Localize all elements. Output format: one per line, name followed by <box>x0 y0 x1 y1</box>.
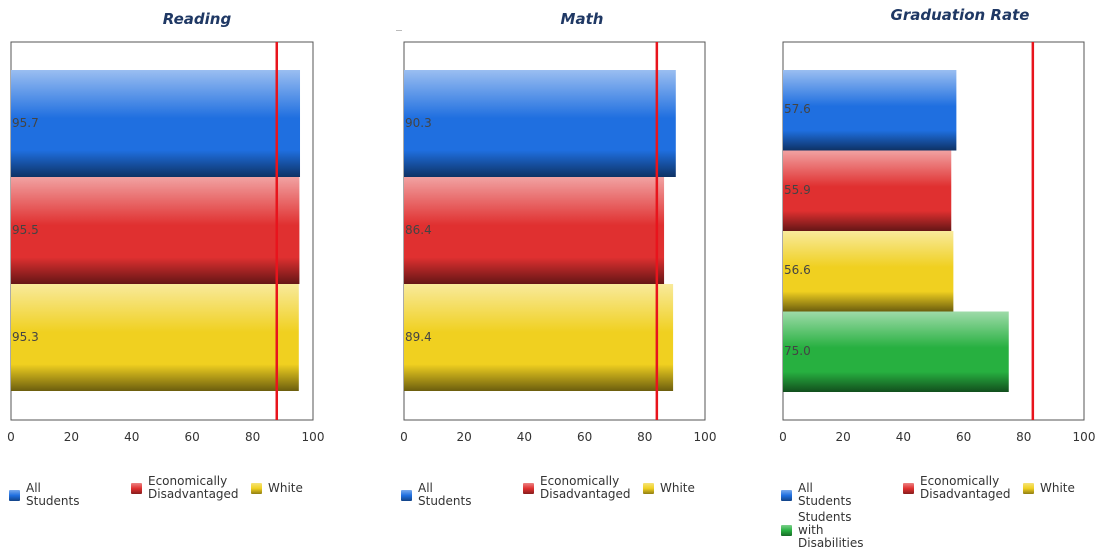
legend-item-white: White <box>1023 482 1075 495</box>
legend-swatch <box>251 483 262 494</box>
legend-swatch <box>781 525 792 536</box>
value-label-all-students: 95.7 <box>12 115 39 130</box>
legend-item-all-students: All Students <box>9 481 80 508</box>
legend-label: All Students <box>798 481 852 508</box>
bar-economically-disadvantaged <box>404 177 665 284</box>
x-tick-label: 0 <box>400 430 408 444</box>
x-tick-label: 80 <box>1016 430 1032 444</box>
legend-item-economically-disadvantaged: Economically Disadvantaged <box>903 475 1011 501</box>
value-label-white: 56.6 <box>784 263 811 278</box>
x-tick-label: 40 <box>516 430 533 444</box>
x-tick-label: 40 <box>124 430 140 444</box>
bar-students-with-disabilities <box>783 311 1009 392</box>
legend-swatch <box>643 483 654 494</box>
legend-label: Students with Disabilities <box>798 510 864 550</box>
x-tick-label: 0 <box>7 430 15 444</box>
chart-title: Reading <box>162 10 232 28</box>
legend-swatch <box>1023 483 1034 494</box>
legend-item-all-students: All Students <box>401 481 472 508</box>
bar-all-students <box>11 70 301 177</box>
legend-item-white: White <box>643 482 695 495</box>
chart-title: Graduation Rate <box>890 6 1030 24</box>
value-label-economically-disadvantaged: 55.9 <box>784 182 811 197</box>
value-label-students-with-disabilities: 75.0 <box>784 343 811 358</box>
bar-white <box>404 284 674 391</box>
x-tick-label: 20 <box>835 430 851 444</box>
legend-swatch <box>131 482 142 494</box>
legend-label: Economically Disadvantaged <box>540 474 631 501</box>
value-label-economically-disadvantaged: 95.5 <box>12 222 39 237</box>
bar-white <box>11 284 299 391</box>
x-tick-label: 100 <box>301 430 325 444</box>
chart-title: Math <box>560 10 604 28</box>
bar-white <box>783 231 954 312</box>
x-tick-label: 80 <box>637 430 653 444</box>
legend-label: White <box>1040 481 1075 495</box>
value-label-white: 95.3 <box>12 329 39 344</box>
x-tick-label: 60 <box>576 430 593 444</box>
legend-label: All Students <box>418 481 472 508</box>
bar-economically-disadvantaged <box>783 150 952 231</box>
legend-label: White <box>660 481 695 495</box>
legend-label: White <box>268 481 303 495</box>
legend-swatch <box>523 482 534 494</box>
x-tick-label: 60 <box>955 430 972 444</box>
x-tick-label: 20 <box>456 430 472 444</box>
legend-item-white: White <box>251 482 303 495</box>
x-tick-label: 20 <box>63 430 80 444</box>
x-tick-label: 100 <box>693 430 717 444</box>
x-tick-label: 60 <box>184 430 200 444</box>
legend-item-all-students: All Students <box>781 481 852 508</box>
legend-swatch <box>401 489 412 501</box>
x-tick-label: 80 <box>244 430 261 444</box>
x-tick-label: 100 <box>1072 430 1096 444</box>
legend-swatch <box>781 489 792 501</box>
x-tick-label: 40 <box>895 430 912 444</box>
bar-economically-disadvantaged <box>11 177 300 284</box>
bar-all-students <box>783 70 957 151</box>
bar-all-students <box>404 70 676 177</box>
legend-swatch <box>903 482 914 494</box>
legend-item-economically-disadvantaged: Economically Disadvantaged <box>523 475 631 501</box>
value-label-white: 89.4 <box>405 329 432 344</box>
value-label-all-students: 90.3 <box>405 115 432 130</box>
x-tick-label: 0 <box>779 430 787 444</box>
legend-item-students-with-disabilities: Students with Disabilities <box>781 511 863 550</box>
stray-dash <box>396 30 402 31</box>
legend-label: Economically Disadvantaged <box>920 474 1011 501</box>
legend-label: Economically Disadvantaged <box>148 474 239 501</box>
legend-label: All Students <box>26 481 80 508</box>
value-label-economically-disadvantaged: 86.4 <box>405 222 432 237</box>
legend-swatch <box>9 489 20 501</box>
value-label-all-students: 57.6 <box>784 102 811 117</box>
legend-item-economically-disadvantaged: Economically Disadvantaged <box>131 475 239 501</box>
